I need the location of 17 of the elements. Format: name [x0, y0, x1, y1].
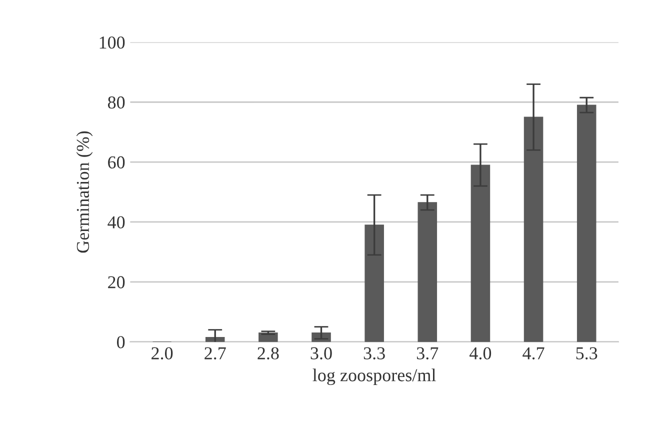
y-tick-label: 60 [108, 156, 125, 168]
y-tick-label: 100 [100, 36, 125, 49]
y-tick-label: 80 [108, 96, 125, 109]
y-tick-label: 40 [108, 216, 125, 228]
x-tick-label: 4.7 [522, 347, 544, 360]
x-axis-title: log zoospores/ml [312, 368, 436, 386]
x-tick-label: 2.0 [152, 347, 173, 360]
x-tick-label: 3.7 [416, 347, 438, 360]
x-tick-label: 3.0 [310, 347, 332, 360]
x-tick-label: 2.7 [204, 347, 226, 360]
x-tick-label: 4.0 [470, 347, 492, 360]
y-axis-title: Germination (%) [76, 131, 93, 253]
x-tick-label: 5.3 [576, 347, 598, 360]
y-tick-label: 20 [108, 276, 125, 288]
x-tick-label: 2.8 [258, 347, 279, 360]
y-tick-label: 0 [117, 336, 125, 348]
x-tick-label: 3.3 [364, 347, 385, 360]
